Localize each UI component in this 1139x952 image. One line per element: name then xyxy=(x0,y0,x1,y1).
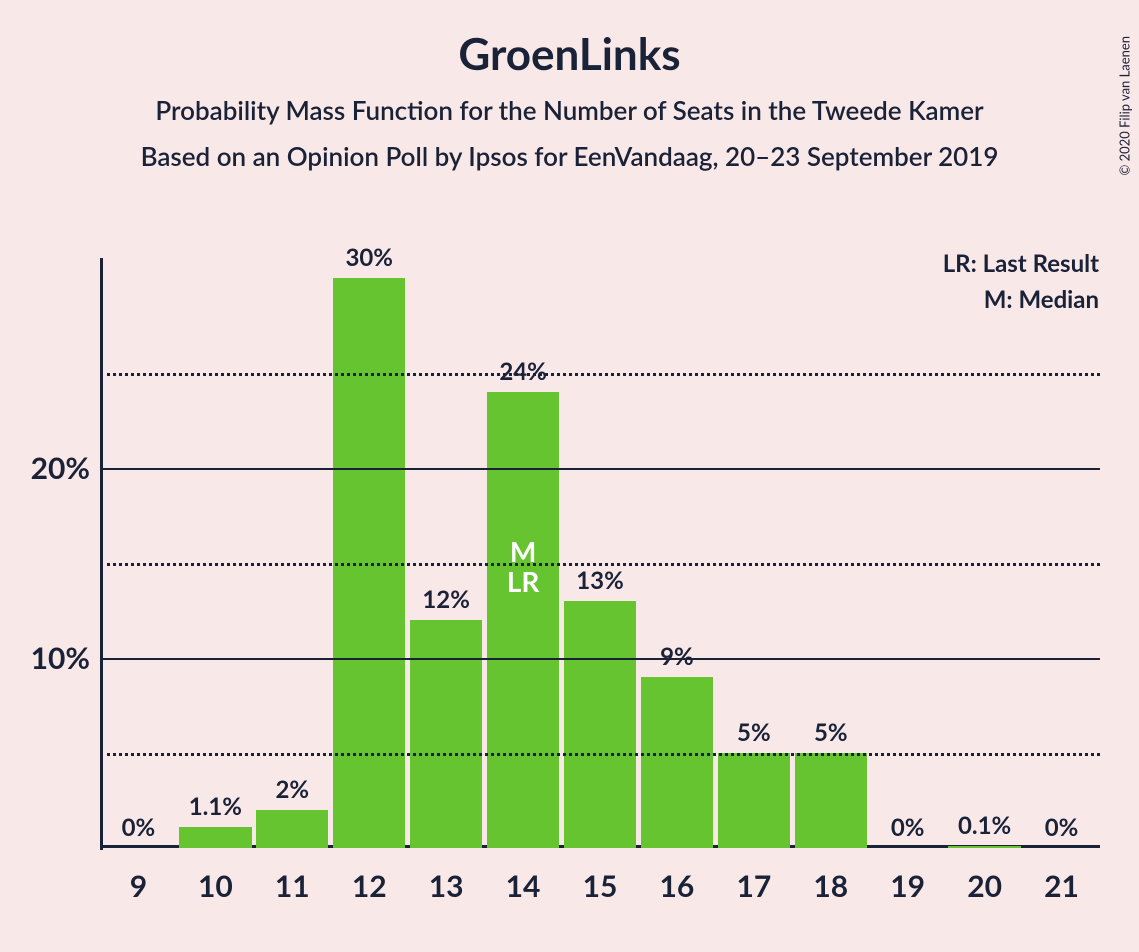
bar-value-label: 5% xyxy=(718,718,790,747)
chart-subtitle-2: Based on an Opinion Poll by Ipsos for Ee… xyxy=(0,140,1139,172)
x-tick-label: 12 xyxy=(352,868,387,904)
bar: 5% xyxy=(795,753,867,848)
bar-value-label: 0% xyxy=(1025,813,1097,842)
bar: 24%MLR xyxy=(487,392,559,848)
bar-value-label: 9% xyxy=(641,642,713,671)
grid-minor xyxy=(100,753,1100,756)
bar-value-label: 0.1% xyxy=(948,811,1020,840)
pmf-bar-chart: 0%1.1%2%30%12%24%MLR13%9%5%5%0%0.1%0% 10… xyxy=(100,278,1100,848)
x-tick-label: 15 xyxy=(583,868,618,904)
x-tick-label: 18 xyxy=(813,868,848,904)
bar-value-label: 5% xyxy=(795,718,867,747)
bar-value-label: 13% xyxy=(564,566,636,595)
bar: 2% xyxy=(256,810,328,848)
bar: 9% xyxy=(641,677,713,848)
y-tick-label: 20% xyxy=(12,450,90,486)
x-tick-label: 21 xyxy=(1044,868,1079,904)
x-tick-label: 17 xyxy=(736,868,771,904)
bar-value-label: 12% xyxy=(410,585,482,614)
grid-minor xyxy=(100,563,1100,566)
x-tick-label: 19 xyxy=(890,868,925,904)
bar: 0.1% xyxy=(948,846,1020,848)
bar: 13% xyxy=(564,601,636,848)
bar-value-label: 2% xyxy=(256,775,328,804)
x-tick-label: 16 xyxy=(660,868,695,904)
grid-major xyxy=(100,468,1100,470)
grid-minor xyxy=(100,373,1100,376)
bar-marker: MLR xyxy=(487,536,559,598)
grid-major xyxy=(100,658,1100,660)
legend-lr: LR: Last Result xyxy=(943,246,1099,282)
y-tick-label: 10% xyxy=(12,640,90,676)
bar-value-label: 24% xyxy=(487,357,559,386)
x-tick-label: 13 xyxy=(429,868,464,904)
chart-subtitle-1: Probability Mass Function for the Number… xyxy=(0,94,1139,126)
x-tick-label: 10 xyxy=(198,868,233,904)
bar: 1.1% xyxy=(179,827,251,848)
bar: 12% xyxy=(410,620,482,848)
x-tick-label: 11 xyxy=(275,868,310,904)
bar: 5% xyxy=(718,753,790,848)
chart-title: GroenLinks xyxy=(0,28,1139,80)
x-tick-label: 9 xyxy=(130,868,147,904)
bar-value-label: 30% xyxy=(333,243,405,272)
bar-value-label: 0% xyxy=(102,813,174,842)
bar-value-label: 1.1% xyxy=(179,792,251,821)
x-tick-label: 14 xyxy=(506,868,541,904)
bar-value-label: 0% xyxy=(872,813,944,842)
x-tick-label: 20 xyxy=(967,868,1002,904)
copyright-text: © 2020 Filip van Laenen xyxy=(1117,36,1133,176)
